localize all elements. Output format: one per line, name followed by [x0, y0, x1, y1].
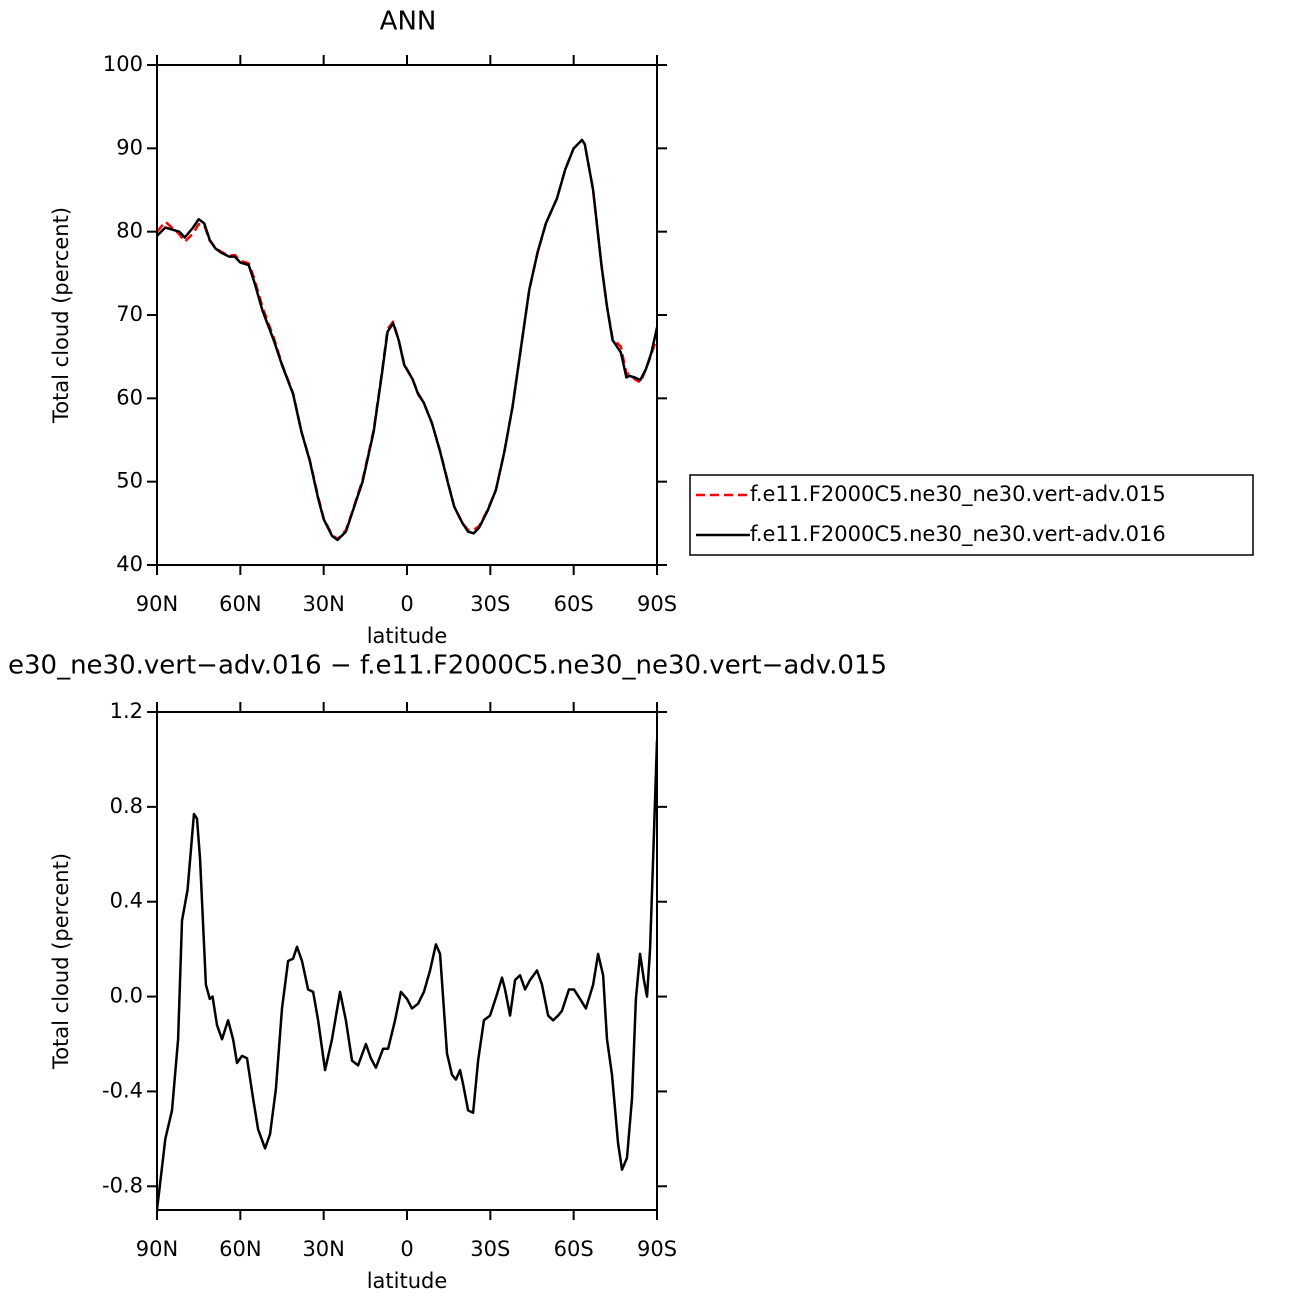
y-axis-label: Total cloud (percent) [49, 207, 73, 424]
y-axis-label: Total cloud (percent) [49, 853, 73, 1070]
y-tick-label: 0.4 [110, 889, 143, 913]
x-tick-label: 30S [470, 1237, 510, 1261]
y-tick-label: 40 [116, 552, 143, 576]
x-axis-label: latitude [367, 1269, 448, 1293]
y-tick-label: 60 [116, 385, 143, 409]
series-line [157, 740, 657, 1210]
y-tick-label: 90 [116, 135, 143, 159]
legend-label: f.e11.F2000C5.ne30_ne30.vert-adv.016 [750, 522, 1166, 547]
y-tick-label: -0.4 [102, 1078, 143, 1102]
series-line [157, 138, 657, 541]
x-tick-label: 60N [219, 592, 261, 616]
plot-frame [156, 64, 658, 566]
y-tick-label: 80 [116, 219, 143, 243]
x-tick-label: 90N [136, 592, 178, 616]
y-tick-label: 100 [103, 52, 143, 76]
y-tick-label: 0.8 [110, 794, 143, 818]
x-axis-label: latitude [367, 624, 448, 648]
x-tick-label: 60S [554, 1237, 594, 1261]
x-tick-label: 60N [219, 1237, 261, 1261]
x-tick-label: 30N [302, 1237, 344, 1261]
y-tick-label: -0.8 [102, 1173, 143, 1197]
chart-title: e30_ne30.vert−adv.016 − f.e11.F2000C5.ne… [8, 651, 887, 681]
y-tick-label: 50 [116, 469, 143, 493]
series-line [157, 138, 657, 542]
plot-frame [156, 711, 658, 1211]
x-tick-label: 30N [302, 592, 344, 616]
x-tick-label: 30S [470, 592, 510, 616]
legend-label: f.e11.F2000C5.ne30_ne30.vert-adv.015 [750, 482, 1166, 507]
x-tick-label: 0 [400, 1237, 413, 1261]
x-tick-label: 60S [554, 592, 594, 616]
y-tick-label: 0.0 [110, 984, 143, 1008]
x-tick-label: 0 [400, 592, 413, 616]
legend-box [689, 474, 1254, 556]
x-tick-label: 90S [637, 592, 677, 616]
plot: e30_ne30.vert−adv.016 − f.e11.F2000C5.ne… [8, 651, 887, 1294]
chart-title: ANN [380, 7, 437, 37]
y-tick-label: 1.2 [110, 699, 143, 723]
y-tick-label: 70 [116, 302, 143, 326]
plot: ANN latitude Total cloud (percent) 40 50 60 70… [49, 7, 1254, 648]
x-tick-label: 90N [136, 1237, 178, 1261]
x-tick-label: 90S [637, 1237, 677, 1261]
